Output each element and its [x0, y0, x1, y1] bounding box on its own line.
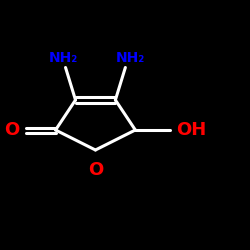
Text: NH₂: NH₂ — [116, 51, 145, 65]
Text: O: O — [4, 121, 20, 139]
Text: O: O — [88, 161, 103, 179]
Text: NH₂: NH₂ — [48, 51, 78, 65]
Text: OH: OH — [176, 121, 207, 139]
